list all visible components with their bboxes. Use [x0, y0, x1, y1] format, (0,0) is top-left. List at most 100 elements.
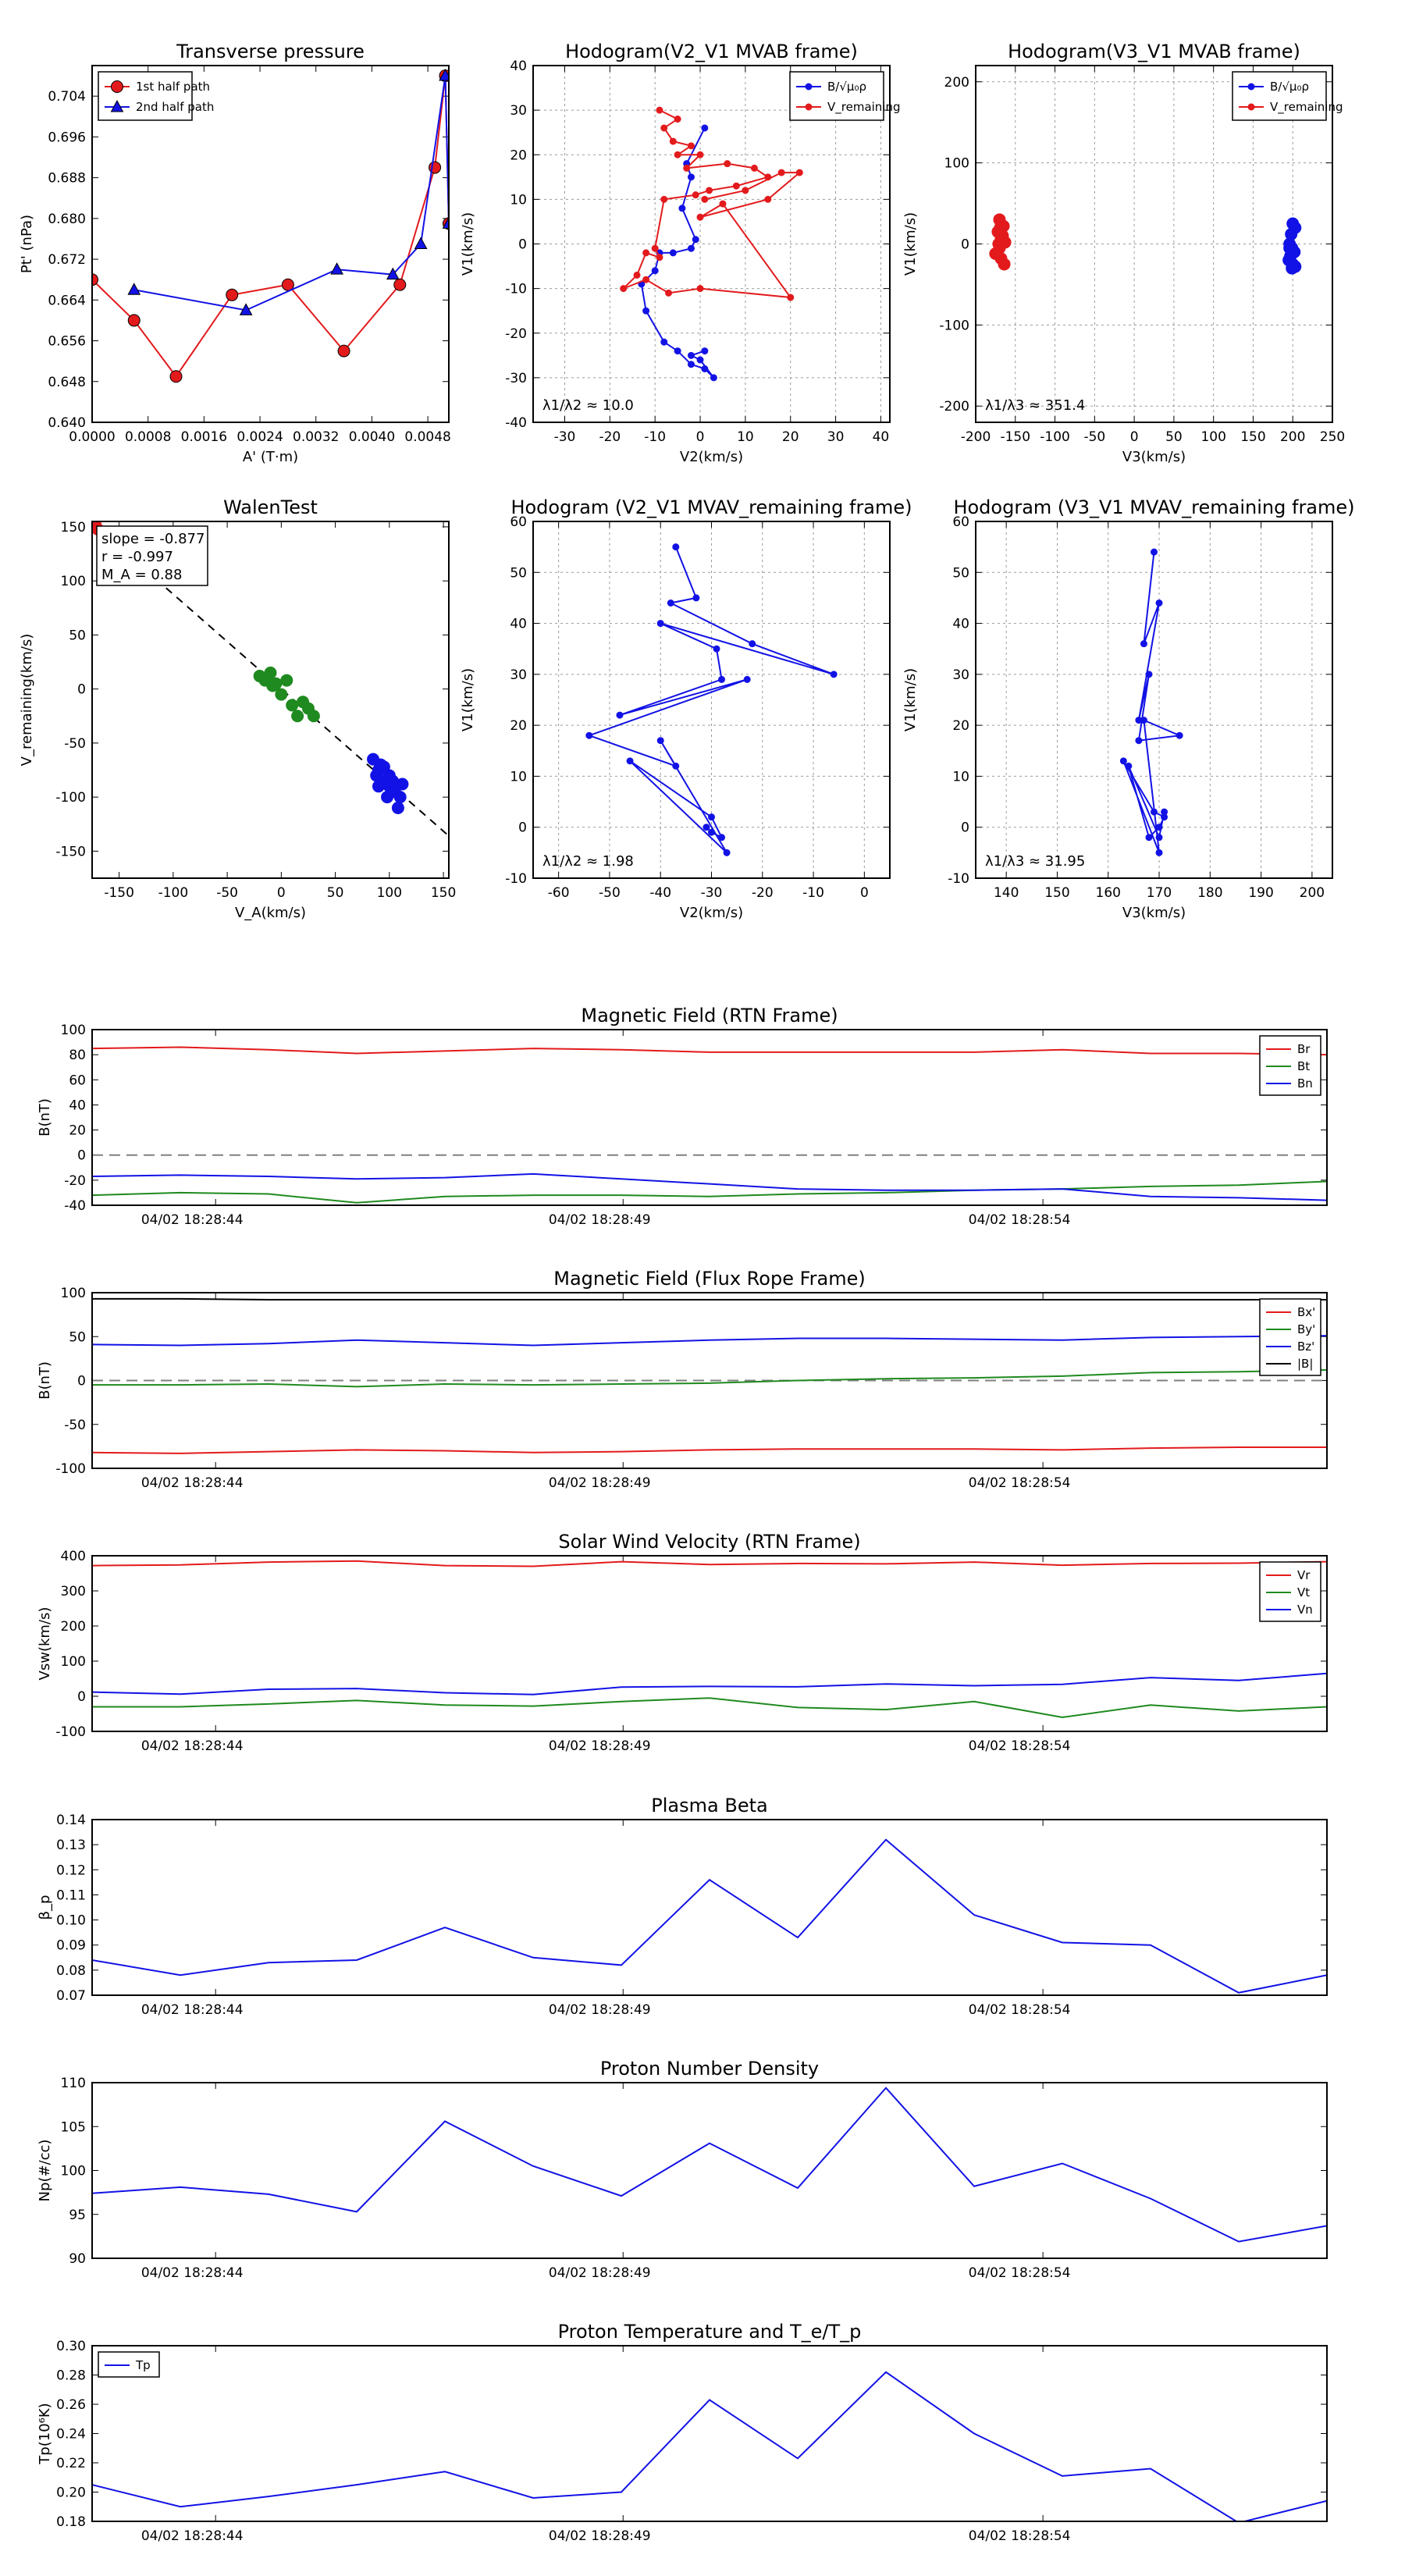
y-tick-label: 0.08: [56, 1963, 86, 1979]
data-point: [1286, 262, 1299, 275]
data-point: [337, 344, 350, 358]
data-point: [718, 834, 726, 841]
y-tick-label: -100: [55, 1461, 86, 1477]
data-point: [656, 620, 664, 628]
x-tick-label: 100: [1200, 429, 1225, 445]
data-point: [280, 674, 293, 687]
series-line-V: [622, 109, 802, 299]
data-point: [1161, 808, 1168, 816]
legend-label: 2nd half path: [136, 100, 214, 114]
chart-mag_frf: Magnetic Field (Flux Rope Frame) -100 -50 0…: [37, 1268, 1328, 1491]
y-tick-label: 0: [961, 820, 969, 836]
x-tick-label: 200: [1300, 885, 1325, 901]
series-line-Bt: [92, 1180, 1327, 1204]
x-tick-label: 0: [1130, 429, 1139, 445]
data-point: [393, 278, 407, 291]
data-point: [286, 699, 299, 712]
annotation: λ1/λ2 ≈ 1.98: [542, 853, 634, 870]
series-line-B: [640, 127, 715, 379]
y-tick-label: 200: [61, 1619, 86, 1635]
chart-title: Hodogram (V2_V1 MVAV_remaining frame): [510, 496, 912, 518]
x-tick-label: 0.0008: [125, 429, 171, 445]
data-point: [585, 731, 593, 739]
y-tick-label: 50: [69, 628, 86, 643]
y-tick-label: 90: [69, 2251, 86, 2267]
y-tick-label: 0.13: [56, 1838, 86, 1853]
x-tick-label: 30: [827, 429, 845, 445]
legend-label: 1st half path: [136, 80, 210, 94]
y-axis-label: V1(km/s): [902, 668, 919, 731]
data-point: [381, 791, 394, 804]
data-point: [386, 267, 400, 280]
x-tick-label: 04/02 18:28:49: [549, 1738, 651, 1754]
chart-tp: Proton Temperature and T_e/T_p 0.18 0.20 0.…: [37, 2321, 1328, 2544]
x-tick-label: 10: [737, 429, 754, 445]
data-point: [626, 757, 634, 765]
x-tick-label: -30: [554, 429, 576, 445]
data-point: [696, 151, 704, 158]
data-point: [414, 237, 428, 249]
series-line-Br: [92, 1046, 1327, 1056]
data-point: [665, 289, 673, 297]
data-point: [1135, 737, 1143, 745]
y-tick-label: 110: [61, 2076, 86, 2091]
data-point: [1125, 762, 1133, 770]
data-point: [266, 679, 279, 692]
annotation: λ1/λ3 ≈ 351.4: [985, 397, 1085, 414]
y-tick-label: 0.14: [56, 1813, 86, 1828]
axes-frame: [91, 65, 450, 423]
data-point: [1176, 731, 1183, 739]
data-point: [998, 258, 1011, 271]
y-tick-label: 0: [518, 820, 527, 836]
y-tick-label: -10: [505, 871, 527, 887]
legend-label: Br: [1297, 1042, 1311, 1056]
plot-area: [92, 1838, 1327, 1994]
plot-area: [92, 1560, 1327, 1719]
y-tick-label: 30: [510, 103, 527, 119]
data-point: [656, 254, 663, 262]
data-point: [692, 236, 699, 244]
data-point: [742, 187, 749, 194]
x-tick-label: 04/02 18:28:44: [141, 1475, 244, 1491]
data-point: [672, 762, 680, 770]
chart-np: Proton Number Density 90 95 100 105 110 04/02 …: [37, 2058, 1328, 2281]
y-tick-label: 0.26: [56, 2397, 86, 2413]
legend-label: |B|: [1297, 1357, 1313, 1371]
y-tick-label: 400: [61, 1549, 86, 1564]
axes-frame: [91, 1555, 1328, 1732]
series-line-1st half path: [92, 75, 449, 378]
legend-label: Bn: [1297, 1076, 1313, 1091]
y-tick-label: 0.11: [56, 1888, 86, 1903]
x-tick-label: 04/02 18:28:44: [141, 2528, 244, 2544]
data-point: [674, 151, 681, 158]
y-tick-label: 20: [952, 718, 969, 734]
y-tick-label: -150: [55, 844, 86, 859]
y-tick-label: 50: [69, 1329, 86, 1345]
axes-frame: [975, 65, 1333, 423]
data-point: [382, 769, 396, 782]
x-tick-label: -20: [752, 885, 774, 901]
x-tick-label: -150: [1000, 429, 1030, 445]
data-point: [706, 187, 713, 194]
y-tick-label: -100: [55, 1724, 86, 1740]
data-point: [642, 307, 650, 315]
x-tick-label: -20: [599, 429, 621, 445]
series-line-beta: [92, 1838, 1327, 1994]
y-axis-label: Vsw(km/s): [37, 1607, 53, 1681]
data-point: [687, 351, 695, 359]
x-tick-label: 20: [782, 429, 799, 445]
data-point: [701, 365, 709, 372]
data-point: [239, 303, 253, 315]
legend-marker: [1247, 103, 1255, 111]
x-axis-label: V2(km/s): [680, 905, 743, 921]
data-point: [1155, 849, 1163, 856]
chart-beta: Plasma Beta 0.07 0.08 0.09 0.10 0.11 0.12 0.13 0…: [37, 1795, 1328, 2018]
data-point: [702, 824, 710, 831]
axes-frame: [975, 521, 1333, 879]
stats-line: r = -0.997: [101, 549, 173, 565]
x-tick-label: 190: [1248, 885, 1273, 901]
x-tick-label: 0: [696, 429, 705, 445]
legend-label: Vt: [1297, 1585, 1310, 1599]
legend-marker: [111, 80, 123, 93]
